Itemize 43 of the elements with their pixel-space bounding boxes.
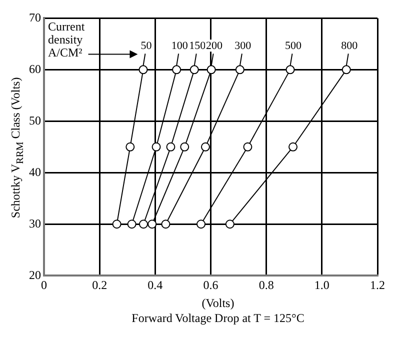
series-label: 200 [206, 40, 224, 52]
point [126, 142, 135, 152]
series-label: 100 [171, 40, 188, 52]
x-tick-label: 1.2 [370, 278, 385, 292]
y-tick-label: 50 [29, 113, 41, 128]
x-tick-label: 0.6 [203, 278, 218, 292]
series-label: 50 [140, 40, 152, 52]
y-tick-label: 30 [29, 216, 41, 230]
series-label: 500 [284, 40, 302, 52]
point [138, 220, 148, 229]
annotation: Current density A/CM² [48, 19, 86, 60]
point [172, 65, 182, 74]
series-label: 300 [234, 40, 252, 52]
point [190, 65, 199, 74]
point [342, 65, 351, 74]
point [148, 220, 157, 229]
x-tick-label: 0.4 [148, 278, 163, 292]
y-tick-label: 20 [29, 268, 41, 282]
point [206, 65, 216, 74]
point [180, 142, 190, 152]
point [127, 220, 136, 229]
point [138, 65, 148, 74]
x-tick-label: 0.2 [92, 278, 108, 292]
point [286, 65, 295, 74]
point [161, 220, 170, 229]
point [200, 142, 210, 152]
point [243, 142, 252, 152]
point [225, 220, 234, 229]
series-label: 800 [341, 40, 358, 52]
point [288, 142, 298, 152]
point [152, 142, 161, 152]
point [112, 220, 122, 229]
y-tick-label: 40 [29, 164, 41, 179]
x-tick-label: 1.0 [314, 278, 330, 292]
y-tick-label: 60 [29, 62, 41, 76]
point [166, 142, 176, 152]
x-tick-label: 0 [41, 278, 47, 292]
x-tick-label: 0.8 [258, 278, 274, 292]
y-tick-label: 70 [29, 10, 41, 24]
point [235, 65, 244, 74]
series-label: 150 [189, 40, 206, 52]
x-axis-title: (Volts) Forward Voltage Drop at T = 125°C [130, 296, 306, 326]
point [196, 220, 206, 229]
